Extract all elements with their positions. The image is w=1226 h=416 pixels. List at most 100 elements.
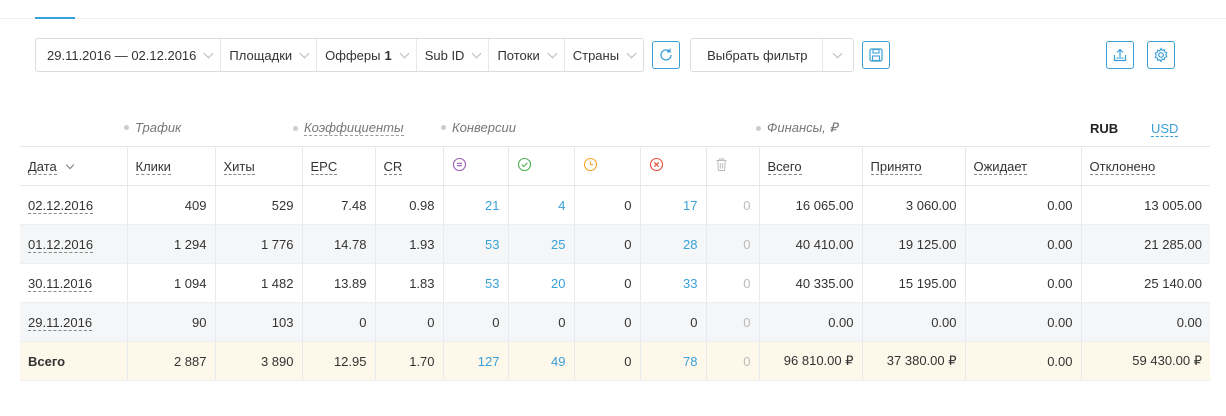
col-fin-accepted-label: Принято <box>870 158 922 175</box>
row-date-link[interactable]: 29.11.2016 <box>28 314 93 331</box>
subid-filter[interactable]: Sub ID <box>415 39 489 71</box>
date-range-filter[interactable]: 29.11.2016 — 02.12.2016 <box>36 39 220 71</box>
offers-count: 1 <box>384 47 392 63</box>
col-hits[interactable]: Хиты <box>215 146 303 186</box>
save-filter-button[interactable] <box>861 41 890 69</box>
total-label: Всего <box>20 341 128 381</box>
conv-trash-cell: 0 <box>706 302 760 342</box>
col-fin-accepted[interactable]: Принято <box>862 146 966 186</box>
offers-filter[interactable]: Офферы 1 <box>316 39 416 71</box>
fin-pending-cell: 0.00 <box>965 341 1082 381</box>
fin-accepted-cell: 3 060.00 <box>862 185 966 225</box>
table-row: 01.12.2016 1 294 1 776 14.78 1.93 53 25 … <box>20 224 1210 264</box>
fin-accepted-cell: 15 195.00 <box>862 263 966 303</box>
fin-total-cell: 40 410.00 <box>759 224 863 264</box>
section-conversions-label: Конверсии <box>452 120 516 135</box>
active-tab-indicator[interactable] <box>35 17 75 19</box>
refresh-button[interactable] <box>652 41 681 69</box>
settings-button[interactable] <box>1147 41 1175 69</box>
col-fin-total-label: Всего <box>767 158 802 175</box>
chevron-down-icon <box>65 160 75 170</box>
clicks-cell: 409 <box>127 185 216 225</box>
refresh-icon <box>660 48 672 61</box>
total-row: Всего 2 887 3 890 12.95 1.70 127 49 0 78… <box>20 341 1210 381</box>
conv-ok-cell: 0 <box>508 302 575 342</box>
hits-cell: 1 482 <box>215 263 303 303</box>
stats-table: Дата Клики Хиты EPC CR Всего Принято Ожи… <box>20 146 1210 381</box>
col-conv-wait[interactable] <box>574 146 641 186</box>
section-dot <box>293 125 298 131</box>
epc-cell: 12.95 <box>302 341 376 381</box>
section-finance: Финансы, ₽ <box>756 120 838 136</box>
countries-filter[interactable]: Страны <box>563 39 643 71</box>
fin-pending-cell: 0.00 <box>965 302 1082 342</box>
epc-cell: 7.48 <box>302 185 376 225</box>
cr-cell: 1.70 <box>375 341 444 381</box>
col-hits-label: Хиты <box>223 158 255 175</box>
conv-ok-cell[interactable]: 49 <box>508 341 575 381</box>
conv-wait-cell: 0 <box>574 185 641 225</box>
clicks-cell: 2 887 <box>127 341 216 381</box>
conv-trash-cell: 0 <box>706 224 760 264</box>
row-date-cell[interactable]: 02.12.2016 <box>20 185 128 225</box>
conv-ok-cell[interactable]: 25 <box>508 224 575 264</box>
export-button[interactable] <box>1106 41 1134 69</box>
countries-label: Страны <box>572 47 620 63</box>
col-cr[interactable]: CR <box>375 146 444 186</box>
row-date-link[interactable]: 01.12.2016 <box>28 236 94 253</box>
col-epc[interactable]: EPC <box>302 146 376 186</box>
chevron-down-icon <box>203 48 214 58</box>
col-epc-label: EPC <box>310 158 338 175</box>
currency-usd-toggle[interactable]: USD <box>1151 121 1179 137</box>
conv-all-cell[interactable]: 53 <box>443 224 509 264</box>
platforms-label: Площадки <box>229 47 293 63</box>
col-fin-pending[interactable]: Ожидает <box>965 146 1082 186</box>
epc-cell: 14.78 <box>302 224 376 264</box>
col-conv-trash[interactable] <box>706 146 760 186</box>
col-clicks-label: Клики <box>135 158 171 175</box>
table-row: 02.12.2016 409 529 7.48 0.98 21 4 0 17 0… <box>20 185 1210 225</box>
hits-cell: 529 <box>215 185 303 225</box>
row-date-link[interactable]: 30.11.2016 <box>28 275 93 292</box>
currency-rub-toggle[interactable]: RUB <box>1090 121 1119 136</box>
fin-total-cell: 96 810.00 ₽ <box>759 341 863 381</box>
trash-icon <box>716 158 726 171</box>
cr-cell: 1.83 <box>375 263 444 303</box>
platforms-filter[interactable]: Площадки <box>220 39 316 71</box>
conv-all-cell[interactable]: 53 <box>443 263 509 303</box>
col-date[interactable]: Дата <box>20 146 128 186</box>
col-clicks[interactable]: Клики <box>127 146 216 186</box>
offers-label: Офферы <box>325 47 381 63</box>
chevron-down-icon <box>472 48 482 58</box>
conv-rejected-cell[interactable]: 33 <box>640 263 707 303</box>
col-conv-all[interactable] <box>443 146 509 186</box>
fin-rejected-cell: 59 430.00 ₽ <box>1081 341 1210 381</box>
conv-rejected-cell[interactable]: 78 <box>640 341 707 381</box>
conv-ok-cell[interactable]: 20 <box>508 263 575 303</box>
row-date-link[interactable]: 02.12.2016 <box>28 197 94 214</box>
row-date-cell[interactable]: 29.11.2016 <box>20 302 128 342</box>
cr-cell: 1.93 <box>375 224 444 264</box>
fin-pending-cell: 0.00 <box>965 185 1082 225</box>
col-cr-label: CR <box>383 158 403 175</box>
conv-all-cell[interactable]: 127 <box>443 341 509 381</box>
col-fin-rejected[interactable]: Отклонено <box>1081 146 1210 186</box>
row-date-cell[interactable]: 30.11.2016 <box>20 263 128 303</box>
col-fin-total[interactable]: Всего <box>759 146 863 186</box>
conv-rejected-cell[interactable]: 17 <box>640 185 707 225</box>
conv-wait-cell: 0 <box>574 263 641 303</box>
col-conv-rejected[interactable] <box>640 146 707 186</box>
preset-filter-button[interactable]: Выбрать фильтр <box>691 39 823 71</box>
section-finance-label: Финансы, ₽ <box>767 120 838 135</box>
streams-filter[interactable]: Потоки <box>488 39 563 71</box>
section-ratios: Коэффициенты <box>293 120 404 136</box>
section-traffic: Трафик <box>124 120 181 135</box>
conv-ok-cell[interactable]: 4 <box>508 185 575 225</box>
col-conv-ok[interactable] <box>508 146 575 186</box>
row-date-cell[interactable]: 01.12.2016 <box>20 224 128 264</box>
section-ratios-label[interactable]: Коэффициенты <box>304 120 404 136</box>
conv-rejected-cell[interactable]: 28 <box>640 224 707 264</box>
fin-total-cell: 40 335.00 <box>759 263 863 303</box>
conv-all-cell[interactable]: 21 <box>443 185 509 225</box>
preset-filter-dropdown[interactable] <box>823 39 853 71</box>
